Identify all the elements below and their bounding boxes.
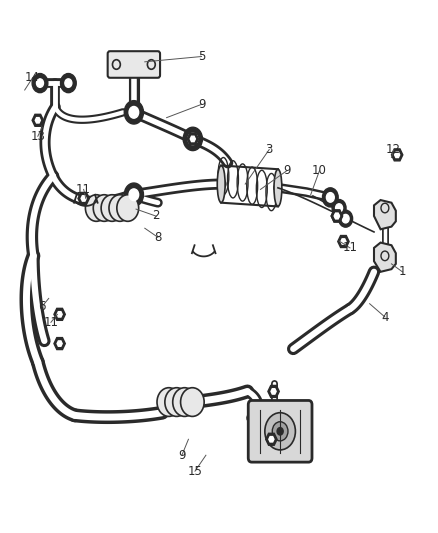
- Text: 11: 11: [343, 241, 357, 254]
- Circle shape: [339, 210, 353, 227]
- Text: 11: 11: [76, 183, 91, 196]
- Circle shape: [36, 79, 43, 87]
- Polygon shape: [269, 437, 274, 442]
- Polygon shape: [54, 309, 65, 320]
- Circle shape: [109, 195, 131, 221]
- Circle shape: [326, 192, 334, 202]
- FancyBboxPatch shape: [108, 51, 160, 78]
- Polygon shape: [331, 210, 343, 222]
- Polygon shape: [32, 114, 43, 126]
- Text: 9: 9: [178, 449, 186, 462]
- Circle shape: [322, 188, 338, 207]
- Polygon shape: [57, 312, 62, 317]
- Circle shape: [101, 195, 123, 221]
- Circle shape: [277, 427, 283, 435]
- Polygon shape: [331, 210, 343, 222]
- Polygon shape: [334, 213, 339, 219]
- Ellipse shape: [274, 169, 282, 206]
- Circle shape: [32, 74, 48, 93]
- Circle shape: [342, 214, 349, 223]
- Polygon shape: [341, 239, 346, 244]
- FancyBboxPatch shape: [248, 400, 312, 462]
- Circle shape: [93, 195, 115, 221]
- Text: 9: 9: [283, 164, 290, 177]
- Text: 4: 4: [381, 311, 389, 324]
- Circle shape: [65, 79, 72, 87]
- Text: 11: 11: [43, 316, 58, 329]
- Circle shape: [265, 413, 295, 450]
- Ellipse shape: [217, 165, 225, 203]
- Circle shape: [165, 387, 188, 416]
- Polygon shape: [338, 236, 349, 247]
- Circle shape: [332, 199, 346, 216]
- Polygon shape: [268, 385, 279, 398]
- Circle shape: [117, 195, 139, 221]
- Polygon shape: [266, 433, 277, 445]
- Polygon shape: [35, 118, 40, 123]
- Circle shape: [173, 387, 196, 416]
- Circle shape: [157, 387, 180, 416]
- Circle shape: [85, 195, 107, 221]
- Polygon shape: [395, 152, 400, 158]
- Polygon shape: [374, 243, 396, 272]
- Circle shape: [129, 107, 139, 118]
- Text: 10: 10: [312, 164, 327, 177]
- Polygon shape: [81, 196, 86, 201]
- Circle shape: [124, 101, 144, 124]
- Polygon shape: [57, 341, 62, 346]
- Polygon shape: [374, 200, 396, 229]
- Polygon shape: [392, 149, 403, 161]
- Polygon shape: [271, 389, 276, 394]
- Text: 12: 12: [386, 143, 401, 156]
- Polygon shape: [334, 213, 339, 219]
- Text: 8: 8: [154, 231, 162, 244]
- Circle shape: [336, 204, 343, 212]
- Polygon shape: [54, 337, 65, 350]
- Text: 15: 15: [187, 465, 202, 478]
- Text: 9: 9: [198, 98, 205, 111]
- Polygon shape: [78, 192, 89, 205]
- Text: 6: 6: [39, 300, 46, 313]
- Circle shape: [183, 127, 202, 151]
- Text: 1: 1: [399, 265, 406, 278]
- Text: 2: 2: [152, 209, 159, 222]
- Polygon shape: [187, 133, 198, 145]
- Circle shape: [272, 422, 288, 441]
- Polygon shape: [190, 136, 195, 142]
- Text: 13: 13: [30, 130, 45, 143]
- Text: 3: 3: [265, 143, 273, 156]
- Text: 14: 14: [25, 71, 40, 84]
- Circle shape: [124, 183, 144, 206]
- Circle shape: [188, 133, 198, 145]
- Circle shape: [180, 387, 204, 416]
- Circle shape: [60, 74, 76, 93]
- Text: 5: 5: [198, 50, 205, 63]
- Circle shape: [129, 189, 139, 200]
